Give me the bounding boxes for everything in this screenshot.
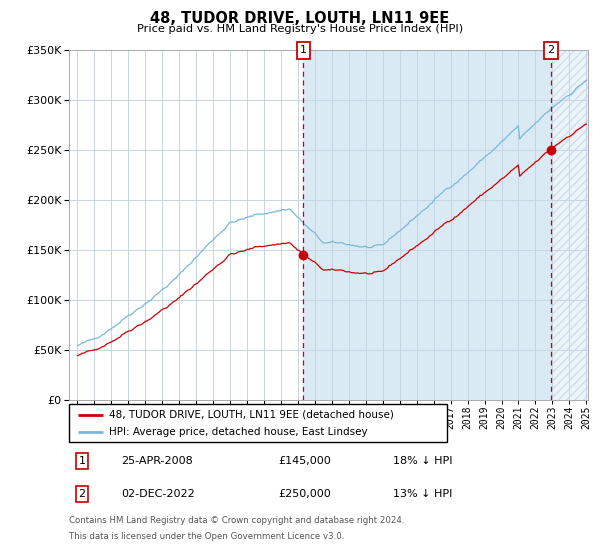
Text: 02-DEC-2022: 02-DEC-2022 <box>121 489 195 499</box>
Text: 25-APR-2008: 25-APR-2008 <box>121 456 193 466</box>
Text: 1: 1 <box>79 456 86 466</box>
Text: This data is licensed under the Open Government Licence v3.0.: This data is licensed under the Open Gov… <box>69 532 344 541</box>
Text: £145,000: £145,000 <box>278 456 331 466</box>
Text: HPI: Average price, detached house, East Lindsey: HPI: Average price, detached house, East… <box>109 427 367 437</box>
Text: 13% ↓ HPI: 13% ↓ HPI <box>392 489 452 499</box>
Text: £250,000: £250,000 <box>278 489 331 499</box>
Text: Contains HM Land Registry data © Crown copyright and database right 2024.: Contains HM Land Registry data © Crown c… <box>69 516 404 525</box>
FancyBboxPatch shape <box>69 404 447 442</box>
Bar <box>304 50 551 400</box>
Text: 48, TUDOR DRIVE, LOUTH, LN11 9EE: 48, TUDOR DRIVE, LOUTH, LN11 9EE <box>151 11 449 26</box>
Text: Price paid vs. HM Land Registry's House Price Index (HPI): Price paid vs. HM Land Registry's House … <box>137 24 463 34</box>
Text: 2: 2 <box>547 45 554 55</box>
Text: 1: 1 <box>300 45 307 55</box>
Bar <box>551 50 600 400</box>
Text: 18% ↓ HPI: 18% ↓ HPI <box>392 456 452 466</box>
Text: 2: 2 <box>79 489 86 499</box>
Text: 48, TUDOR DRIVE, LOUTH, LN11 9EE (detached house): 48, TUDOR DRIVE, LOUTH, LN11 9EE (detach… <box>109 409 394 419</box>
